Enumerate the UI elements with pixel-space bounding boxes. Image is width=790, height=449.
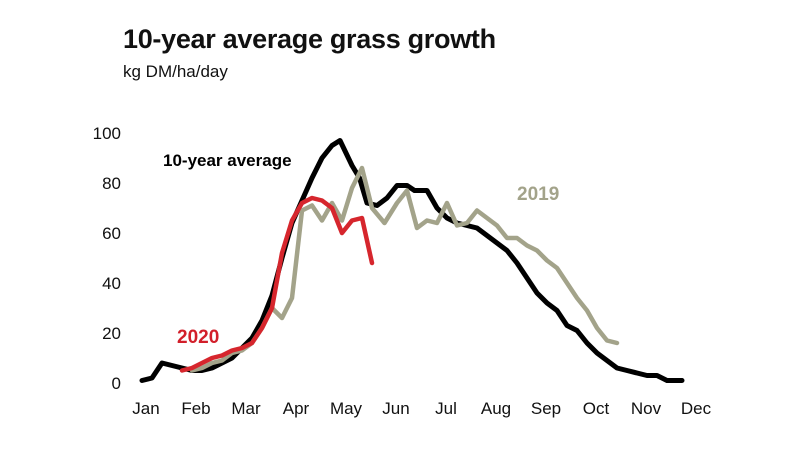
series-line-10-year-average [139,138,685,383]
x-tick-label: Mar [231,399,261,418]
y-tick-label: 60 [102,224,121,243]
series-layer [139,138,685,383]
label-10-year-average: 10-year average [163,151,292,170]
chart-title: 10-year average grass growth [123,24,496,54]
chart-subtitle: kg DM/ha/day [123,62,228,81]
label-2019: 2019 [517,184,559,205]
y-tick-label: 100 [93,124,121,143]
x-tick-label: Sep [531,399,561,418]
x-tick-label: Dec [681,399,712,418]
axes-layer: 0 20 40 60 80 100 Jan Feb Mar Apr May Jun Jul Aug Sep O… [93,124,712,418]
y-tick-label: 80 [102,174,121,193]
x-tick-label: Nov [631,399,662,418]
y-tick-label: 20 [102,324,121,343]
x-tick-label: Aug [481,399,511,418]
y-tick-label: 0 [112,374,121,393]
y-tick-label: 40 [102,274,121,293]
series-line-2020 [179,195,375,373]
labels-layer: 10-year average 2019 2020 [163,151,559,348]
x-tick-label: May [330,399,363,418]
x-tick-label: Oct [583,399,610,418]
label-2020: 2020 [177,327,219,348]
x-tick-label: Jun [382,399,409,418]
x-tick-label: Jul [435,399,457,418]
x-tick-label: Feb [181,399,210,418]
x-tick-label: Apr [283,399,310,418]
x-tick-label: Jan [132,399,159,418]
